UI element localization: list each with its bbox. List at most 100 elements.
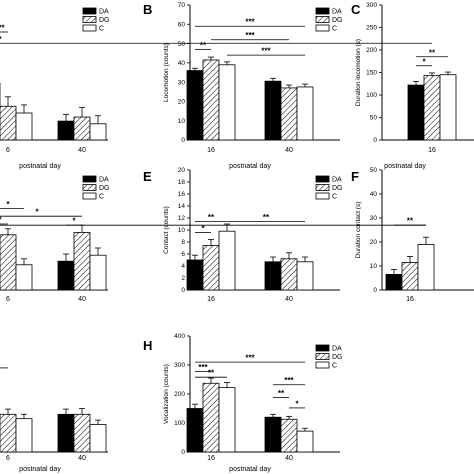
y-tick-label: 0 <box>181 137 185 144</box>
legend-label: DG <box>332 354 343 361</box>
significance-marker: * <box>72 217 76 226</box>
y-tick-label: 2 <box>181 275 185 282</box>
y-tick-label: 18 <box>178 179 186 186</box>
y-tick-label: 20 <box>178 167 186 174</box>
significance-marker: * <box>0 35 2 44</box>
bar-c-40 <box>296 86 314 141</box>
significance-marker: *** <box>245 31 255 40</box>
bar-da-16 <box>186 70 204 141</box>
bar-da-40 <box>264 416 282 453</box>
x-category-label: 16 <box>207 147 215 154</box>
significance-marker: ** <box>263 213 270 222</box>
y-tick-label: 200 <box>174 391 185 398</box>
y-tick-label: 0 <box>181 287 185 294</box>
bar-c-40 <box>89 254 107 291</box>
x-category-label: 40 <box>285 455 293 462</box>
y-tick-label: 30 <box>370 215 378 222</box>
bar-dg-16 <box>202 59 220 141</box>
bar-da-40 <box>57 260 75 291</box>
bar-dg-40 <box>280 418 298 453</box>
bar-da-16 <box>407 84 425 141</box>
bar-dg-40 <box>280 258 298 291</box>
bar-dg-16 <box>202 382 220 453</box>
legend-label: DG <box>332 185 343 192</box>
bar-dg-40 <box>73 413 91 453</box>
y-tick-label: 10 <box>370 263 378 270</box>
x-axis-label: postnatal day <box>19 466 61 473</box>
y-tick-label: 50 <box>178 41 186 48</box>
panel-letter: B <box>143 2 152 17</box>
y-tick-label: 60 <box>178 21 186 28</box>
y-tick-label: 20 <box>370 239 378 246</box>
bar-da-16 <box>186 259 204 291</box>
bar-dg-40 <box>73 116 91 141</box>
x-axis-label: postnatal day <box>19 163 61 170</box>
bar-da-40 <box>264 261 282 291</box>
x-axis-label: postnatal day <box>229 466 271 473</box>
bar-dg-16 <box>0 105 17 141</box>
x-category-label: 16 <box>406 296 414 303</box>
y-tick-label: 300 <box>366 2 377 9</box>
legend-swatch-c <box>315 361 330 369</box>
x-category-label: 16 <box>207 296 215 303</box>
significance-marker: ** <box>208 213 215 222</box>
y-tick-label: 10 <box>178 227 186 234</box>
y-tick-label: 20 <box>178 99 186 106</box>
legend-swatch-dg <box>315 16 330 23</box>
significance-marker: ** <box>208 369 215 378</box>
panel-h: 0 100 200 300 400 Vocalization (counts) 16 40 po… <box>143 333 343 473</box>
y-tick-label: 0 <box>373 137 377 144</box>
panel-letter: E <box>143 169 152 184</box>
y-tick-label: 70 <box>178 2 186 9</box>
y-axis-label: Locomotion (counts) <box>163 43 170 102</box>
x-category-label: 40 <box>78 147 86 154</box>
y-tick-label: 40 <box>370 191 378 198</box>
bar-c-40 <box>296 261 314 291</box>
x-category-label: 40 <box>78 455 86 462</box>
panel-letter: H <box>143 338 152 353</box>
bar-da-16 <box>385 273 403 291</box>
bar-c-16 <box>439 74 457 141</box>
y-tick-label: 150 <box>366 70 377 77</box>
legend-swatch-c <box>82 24 97 32</box>
legend-label: DA <box>332 177 342 184</box>
bar-c-16 <box>15 264 33 291</box>
legend-swatch-dg <box>82 184 97 191</box>
bar-da-40 <box>57 413 75 453</box>
bar-da-40 <box>57 120 75 141</box>
bar-dg-40 <box>73 231 91 291</box>
bar-c-16 <box>218 387 236 453</box>
y-tick-label: 6 <box>181 251 185 258</box>
bar-c-16 <box>417 243 435 291</box>
y-tick-label: 14 <box>178 203 186 210</box>
x-category-label: 16 <box>207 455 215 462</box>
x-category-label: 6 <box>6 296 10 303</box>
bar-dg-16 <box>0 234 17 291</box>
y-tick-label: 4 <box>181 263 185 270</box>
y-tick-label: 50 <box>370 115 378 122</box>
y-tick-label: 10 <box>178 118 186 125</box>
bar-c-40 <box>89 123 107 141</box>
bar-c-16 <box>218 230 236 291</box>
legend-label: DG <box>99 17 110 24</box>
legend-label: C <box>332 363 337 370</box>
y-tick-label: 400 <box>174 333 185 340</box>
y-axis-label: Vocalization (counts) <box>163 364 170 424</box>
legend-swatch-da <box>315 175 330 183</box>
bar-da-16 <box>186 408 204 453</box>
legend-swatch-da <box>82 7 97 15</box>
y-tick-label: 40 <box>178 60 186 67</box>
y-tick-label: 200 <box>366 47 377 54</box>
y-axis-label: Duration contact (s) <box>355 202 362 259</box>
x-axis-label: postnatal day <box>229 163 271 170</box>
y-tick-label: 250 <box>366 25 377 32</box>
bar-dg-16 <box>202 245 220 291</box>
significance-marker: *** <box>284 376 294 385</box>
panel-e: 0 2 4 6 8 10 12 14 16 18 20 Contact (counts) 16 40 E DA… <box>143 167 343 303</box>
legend-swatch-da <box>315 7 330 15</box>
bar-c-16 <box>15 112 33 141</box>
